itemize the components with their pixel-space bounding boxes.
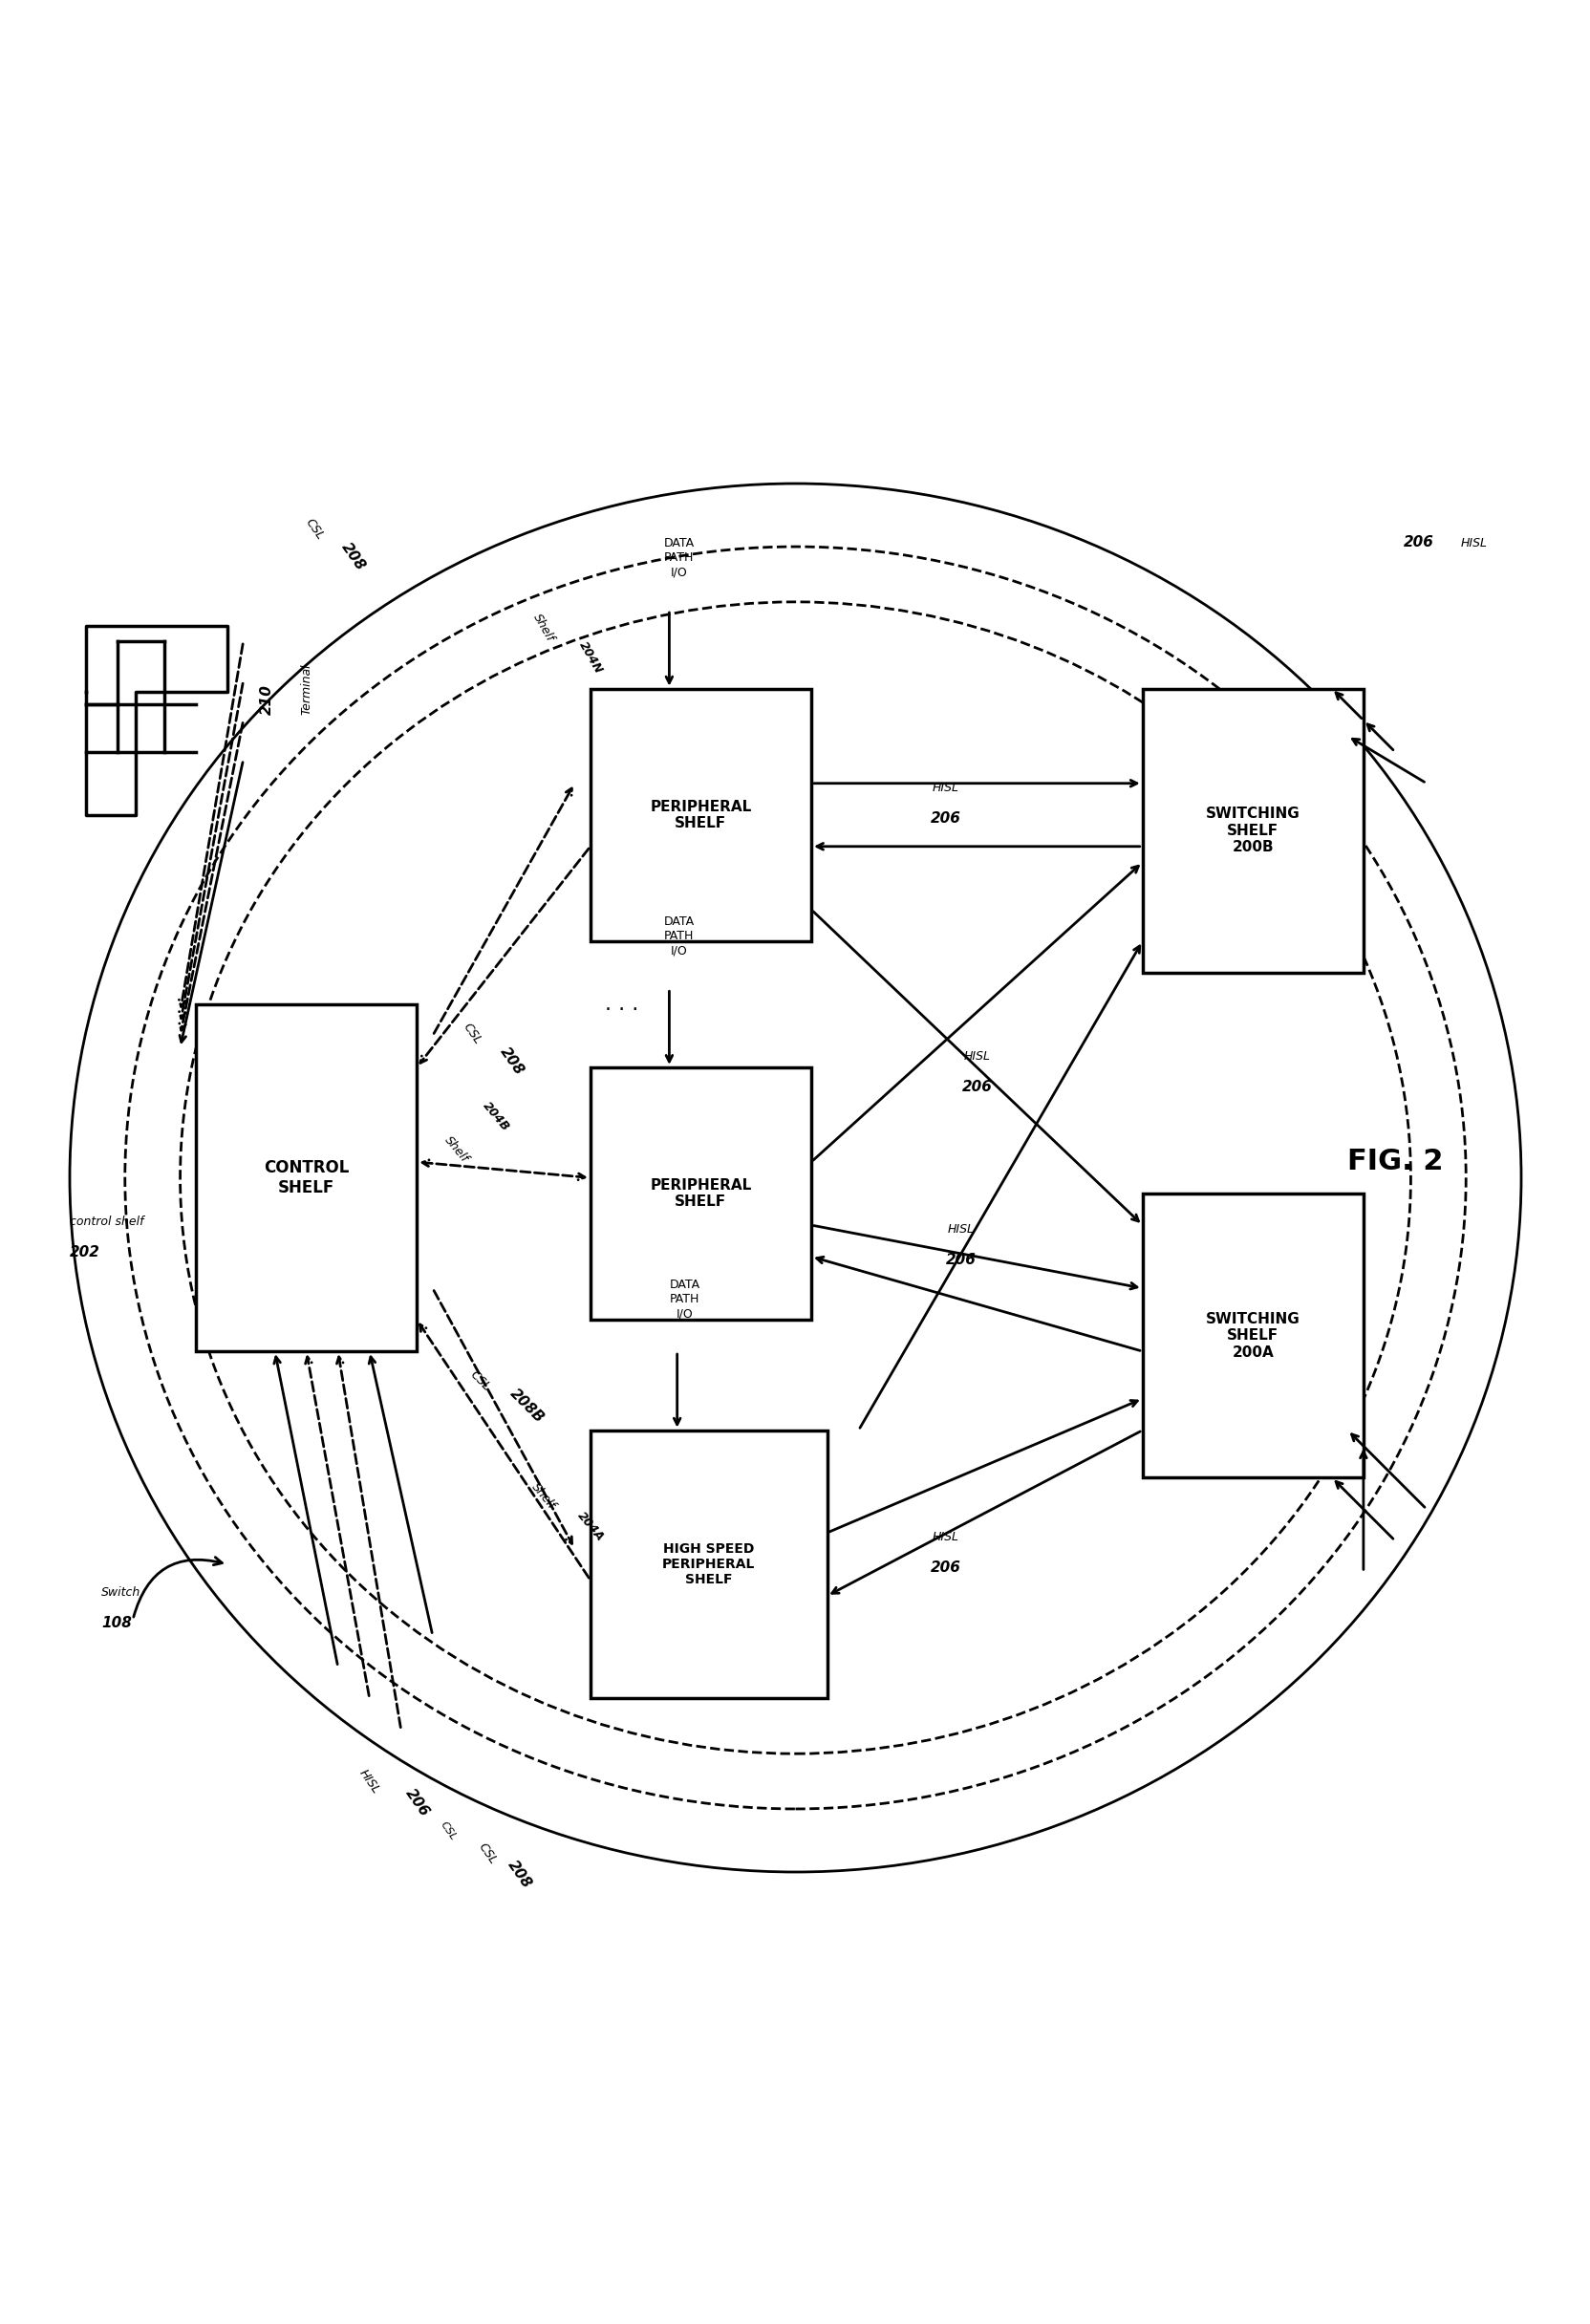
FancyBboxPatch shape — [1142, 1195, 1363, 1478]
Text: 204N: 204N — [576, 639, 604, 676]
Text: CSL: CSL — [302, 516, 326, 541]
Text: 206: 206 — [946, 1253, 976, 1267]
Text: 206: 206 — [402, 1787, 431, 1820]
Text: Shelf: Shelf — [529, 611, 555, 644]
Text: CONTROL
SHELF: CONTROL SHELF — [264, 1160, 348, 1197]
Text: HISL: HISL — [932, 781, 959, 795]
Text: CSL: CSL — [439, 1820, 458, 1843]
Text: HISL: HISL — [948, 1222, 975, 1236]
Text: . . .: . . . — [604, 995, 639, 1013]
Text: 108: 108 — [102, 1615, 132, 1631]
FancyBboxPatch shape — [590, 688, 811, 941]
Text: HIGH SPEED
PERIPHERAL
SHELF: HIGH SPEED PERIPHERAL SHELF — [661, 1543, 755, 1587]
Text: PERIPHERAL
SHELF: PERIPHERAL SHELF — [650, 799, 750, 830]
Text: 208: 208 — [496, 1046, 526, 1078]
FancyBboxPatch shape — [196, 1004, 417, 1350]
Text: 208: 208 — [339, 539, 369, 574]
FancyBboxPatch shape — [1142, 688, 1363, 974]
Text: CSL: CSL — [475, 1841, 499, 1866]
FancyBboxPatch shape — [590, 1067, 811, 1320]
Text: CSL: CSL — [460, 1020, 483, 1046]
Text: HISL: HISL — [932, 1532, 959, 1543]
Text: DATA
PATH
I/O: DATA PATH I/O — [663, 537, 693, 579]
Text: Terminal: Terminal — [301, 665, 312, 716]
Text: SWITCHING
SHELF
200B: SWITCHING SHELF 200B — [1205, 806, 1299, 855]
Text: control shelf: control shelf — [70, 1215, 143, 1227]
Text: HISL: HISL — [356, 1766, 382, 1796]
Text: DATA
PATH
I/O: DATA PATH I/O — [663, 916, 693, 957]
Text: 202: 202 — [70, 1246, 100, 1260]
Text: HISL: HISL — [964, 1050, 989, 1062]
Text: 206: 206 — [930, 811, 960, 825]
Text: 208B: 208B — [507, 1385, 547, 1425]
Text: Switch: Switch — [102, 1587, 140, 1599]
FancyBboxPatch shape — [590, 1429, 827, 1699]
Text: 204B: 204B — [480, 1099, 510, 1134]
Text: FIG. 2: FIG. 2 — [1347, 1148, 1442, 1176]
Text: SWITCHING
SHELF
200A: SWITCHING SHELF 200A — [1205, 1311, 1299, 1360]
Text: HISL: HISL — [1460, 537, 1487, 548]
Polygon shape — [86, 625, 227, 816]
Text: 210: 210 — [259, 686, 273, 716]
Text: 206: 206 — [960, 1081, 992, 1095]
Text: 204A: 204A — [574, 1508, 606, 1543]
Text: Shelf: Shelf — [528, 1480, 556, 1513]
Text: 206: 206 — [930, 1562, 960, 1576]
Text: 208: 208 — [504, 1857, 534, 1892]
Text: CSL: CSL — [467, 1369, 491, 1394]
Text: Shelf: Shelf — [442, 1134, 471, 1164]
Text: PERIPHERAL
SHELF: PERIPHERAL SHELF — [650, 1178, 750, 1208]
Text: DATA
PATH
I/O: DATA PATH I/O — [669, 1278, 700, 1320]
Text: 206: 206 — [1402, 535, 1433, 548]
